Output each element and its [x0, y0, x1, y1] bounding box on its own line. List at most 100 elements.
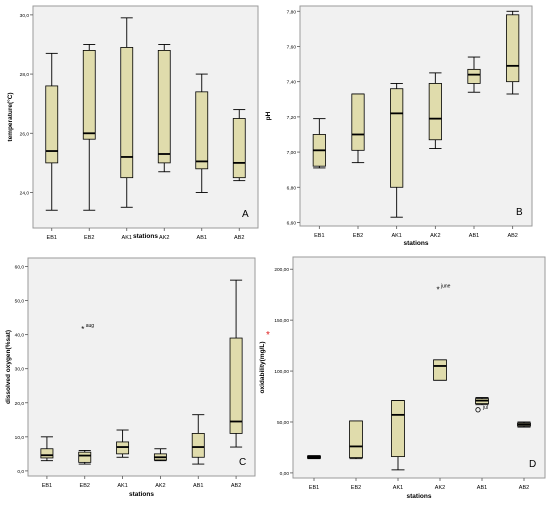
y-tick-label: 150,00 [274, 318, 289, 324]
y-tick-label: 28,0 [20, 72, 30, 78]
x-tick-label: AB1 [469, 233, 479, 239]
panel-label: B [516, 207, 523, 218]
box-ab1 [467, 56, 481, 93]
box-ab1 [195, 73, 209, 193]
box-eb2 [78, 450, 92, 465]
iqr-box [433, 359, 447, 381]
panel-label: C [239, 457, 246, 468]
y-tick-label: 7,40 [287, 80, 297, 86]
box-ak1 [120, 17, 134, 208]
y-tick-label: 26,0 [20, 131, 30, 137]
y-tick-label: 0,0 [17, 469, 24, 475]
red-star-marker: * [266, 330, 270, 341]
x-tick-label: AK2 [159, 235, 169, 241]
outlier-star: * [81, 325, 84, 334]
iqr-box [195, 91, 209, 170]
box-ab2 [229, 279, 243, 448]
y-tick-label: 10,0 [15, 435, 25, 441]
x-tick-label: AK1 [117, 483, 127, 489]
x-tick-label: AB2 [234, 235, 244, 241]
outlier-label: june [440, 284, 451, 290]
iqr-box [157, 50, 171, 164]
plot-frame [27, 257, 256, 477]
y-axis-title: dissolved oxygen(%sat) [5, 330, 12, 404]
outlier-label: aug [86, 323, 95, 329]
x-tick-label: AB1 [477, 485, 487, 491]
iqr-box [428, 83, 442, 141]
outlier-star: * [436, 286, 439, 295]
box-eb2 [349, 420, 363, 460]
y-tick-label: 50,00 [277, 420, 289, 426]
y-axis-title: temperature(°C) [6, 92, 14, 141]
panel-label: A [242, 209, 249, 220]
box-ak2 [428, 72, 442, 150]
iqr-box [78, 451, 92, 463]
iqr-box [82, 50, 96, 140]
box-ab2 [232, 109, 246, 182]
plot-frame [292, 256, 546, 479]
y-tick-label: 30,0 [20, 13, 30, 19]
iqr-box [45, 85, 59, 164]
y-axis-title: oxidability(mg/L) [259, 342, 266, 394]
iqr-box [232, 118, 246, 179]
box-ak1 [390, 82, 404, 218]
x-tick-label: EB1 [47, 235, 57, 241]
outlier-label: jul [482, 405, 488, 411]
x-tick-label: AK1 [391, 233, 401, 239]
box-eb1 [45, 52, 59, 211]
x-tick-label: AK1 [393, 485, 403, 491]
x-tick-label: AK1 [122, 235, 132, 241]
x-tick-label: AB2 [519, 485, 529, 491]
y-tick-label: 6,60 [287, 220, 297, 226]
x-tick-label: AK2 [430, 233, 440, 239]
box-eb2 [351, 93, 365, 164]
box-eb1 [307, 455, 321, 460]
y-tick-label: 0,00 [280, 471, 290, 477]
y-tick-label: 100,00 [274, 369, 289, 375]
box-ab2 [506, 10, 520, 95]
y-tick-label: 30,0 [15, 367, 25, 373]
x-tick-label: AK2 [435, 485, 445, 491]
box-eb1 [40, 436, 54, 462]
plot-frame [299, 5, 533, 227]
outlier-circle [475, 407, 481, 413]
box-ak1 [391, 400, 405, 471]
x-tick-label: EB2 [84, 235, 94, 241]
iqr-box [506, 14, 520, 83]
iqr-box [120, 47, 134, 179]
chart-panel-c: 0,0 10,0 20,0 30,0 40,0 50,0 60,0 EB1 EB2 AK1 AK2 A… [5, 257, 256, 498]
y-tick-label: 20,0 [15, 401, 25, 407]
x-tick-label: EB1 [314, 233, 324, 239]
y-tick-label: 7,60 [287, 44, 297, 50]
y-tick-label: 24,0 [20, 190, 30, 196]
box-ak2 [153, 448, 167, 462]
y-tick-label: 7,20 [287, 115, 297, 121]
iqr-box [351, 93, 365, 151]
iqr-box [229, 337, 243, 434]
y-axis-title: pH [265, 111, 272, 120]
x-axis-title: stations [407, 493, 432, 500]
x-tick-label: EB2 [351, 485, 361, 491]
x-tick-label: EB2 [353, 233, 363, 239]
y-tick-label: 7,00 [287, 150, 297, 156]
box-ab1 [475, 397, 489, 406]
panel-label: D [529, 459, 536, 470]
chart-panel-a: 24,0 26,0 28,0 30,0 EB1 EB2 AK1 AK2 AB1 AB2 Astati… [6, 5, 259, 241]
y-tick-label: 6,80 [287, 185, 297, 191]
y-tick-label: 200,00 [274, 267, 289, 273]
x-tick-label: AB2 [507, 233, 517, 239]
x-axis-title: stations [404, 240, 429, 247]
box-eb1 [312, 118, 326, 169]
x-tick-label: EB1 [42, 483, 52, 489]
box-ab2 [517, 421, 531, 428]
box-ak2 [433, 359, 447, 381]
iqr-box [390, 88, 404, 188]
x-tick-label: AB1 [193, 483, 203, 489]
box-ak1 [116, 429, 130, 458]
chart-panel-b: 6,60 6,80 7,00 7,20 7,40 7,60 7,80 EB1 EB2 AK1 AK2… [265, 5, 533, 247]
iqr-box [349, 420, 363, 459]
y-tick-label: 50,0 [15, 299, 25, 305]
x-tick-label: EB1 [309, 485, 319, 491]
